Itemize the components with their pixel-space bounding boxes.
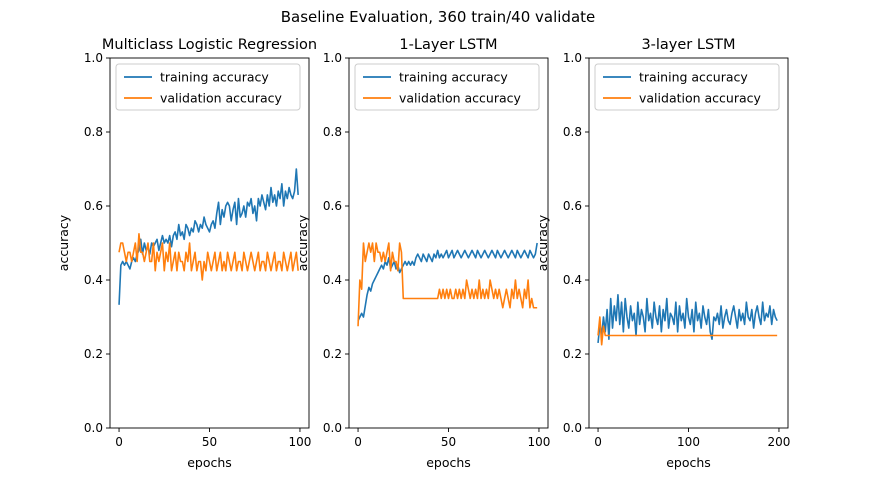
x-tick-label: 0 — [115, 435, 123, 449]
x-tick-label: 50 — [441, 435, 456, 449]
y-tick-label: 0.4 — [563, 273, 582, 287]
axes-frame — [588, 57, 789, 429]
y-tick-label: 0.6 — [323, 199, 342, 213]
x-tick-label: 200 — [768, 435, 791, 449]
subplot-2: 1-Layer LSTM 0.0 0.2 0.4 0.6 0.8 1.0 0 50 100 epoc… — [295, 37, 550, 470]
y-tick-label: 0.0 — [84, 421, 103, 435]
y-tick-label: 0.2 — [323, 347, 342, 361]
y-tick-label: 0.4 — [323, 273, 342, 287]
y-tick-label: 0.0 — [323, 421, 342, 435]
y-tick-label: 0.2 — [84, 347, 103, 361]
y-tick-label: 1.0 — [563, 51, 582, 65]
legend-box — [354, 63, 540, 111]
y-axis-label: accuracy — [535, 214, 550, 271]
subplot-title: 1-Layer LSTM — [399, 37, 497, 53]
legend: training accuracy validation accuracy — [354, 63, 540, 111]
x-tick-label: 0 — [354, 435, 362, 449]
legend-entry: training accuracy — [160, 70, 269, 85]
y-tick-label: 0.8 — [323, 125, 342, 139]
legend-entry: validation accuracy — [160, 91, 283, 106]
series-line-training — [597, 293, 778, 343]
subplots: Multiclass Logistic Regression 0.0 0.2 0.4 0… — [56, 37, 790, 470]
y-tick-label: 0.6 — [84, 199, 103, 213]
legend: training accuracy validation accuracy — [594, 63, 780, 111]
x-tick-label: 100 — [528, 435, 551, 449]
x-axis-label: epochs — [187, 455, 232, 470]
series-line-validation — [597, 316, 778, 346]
y-tick-label: 0.0 — [563, 421, 582, 435]
subplot-3: 3-layer LSTM 0.0 0.2 0.4 0.6 0.8 1.0 0 100 200 epo… — [535, 37, 790, 470]
x-tick-label: 100 — [677, 435, 700, 449]
y-tick-label: 0.8 — [563, 125, 582, 139]
series-line-validation — [118, 232, 299, 281]
subplot-title: 3-layer LSTM — [641, 37, 735, 53]
figure-suptitle: Baseline Evaluation, 360 train/40 valida… — [281, 8, 596, 26]
y-axis-label: accuracy — [56, 214, 71, 271]
y-tick-label: 0.2 — [563, 347, 582, 361]
legend: training accuracy validation accuracy — [115, 63, 301, 111]
subplot-title: Multiclass Logistic Regression — [102, 37, 317, 53]
series-line-validation — [357, 242, 538, 327]
legend-entry: validation accuracy — [399, 91, 522, 106]
x-tick-label: 0 — [594, 435, 602, 449]
y-axis-label: accuracy — [295, 214, 310, 271]
x-tick-label: 100 — [289, 435, 312, 449]
x-axis-label: epochs — [666, 455, 711, 470]
x-axis-label: epochs — [426, 455, 471, 470]
legend-entry: validation accuracy — [639, 91, 762, 106]
x-tick-label: 50 — [202, 435, 217, 449]
legend-entry: training accuracy — [399, 70, 508, 85]
subplot-1: Multiclass Logistic Regression 0.0 0.2 0.4 0… — [56, 37, 317, 470]
axes-frame — [348, 57, 549, 429]
series-line-training — [118, 168, 299, 305]
legend-box — [115, 63, 301, 111]
y-tick-label: 0.8 — [84, 125, 103, 139]
y-tick-label: 0.4 — [84, 273, 103, 287]
series-line-training — [357, 242, 538, 322]
y-tick-label: 1.0 — [323, 51, 342, 65]
legend-box — [594, 63, 780, 111]
y-tick-label: 1.0 — [84, 51, 103, 65]
legend-entry: training accuracy — [639, 70, 748, 85]
y-tick-label: 0.6 — [563, 199, 582, 213]
